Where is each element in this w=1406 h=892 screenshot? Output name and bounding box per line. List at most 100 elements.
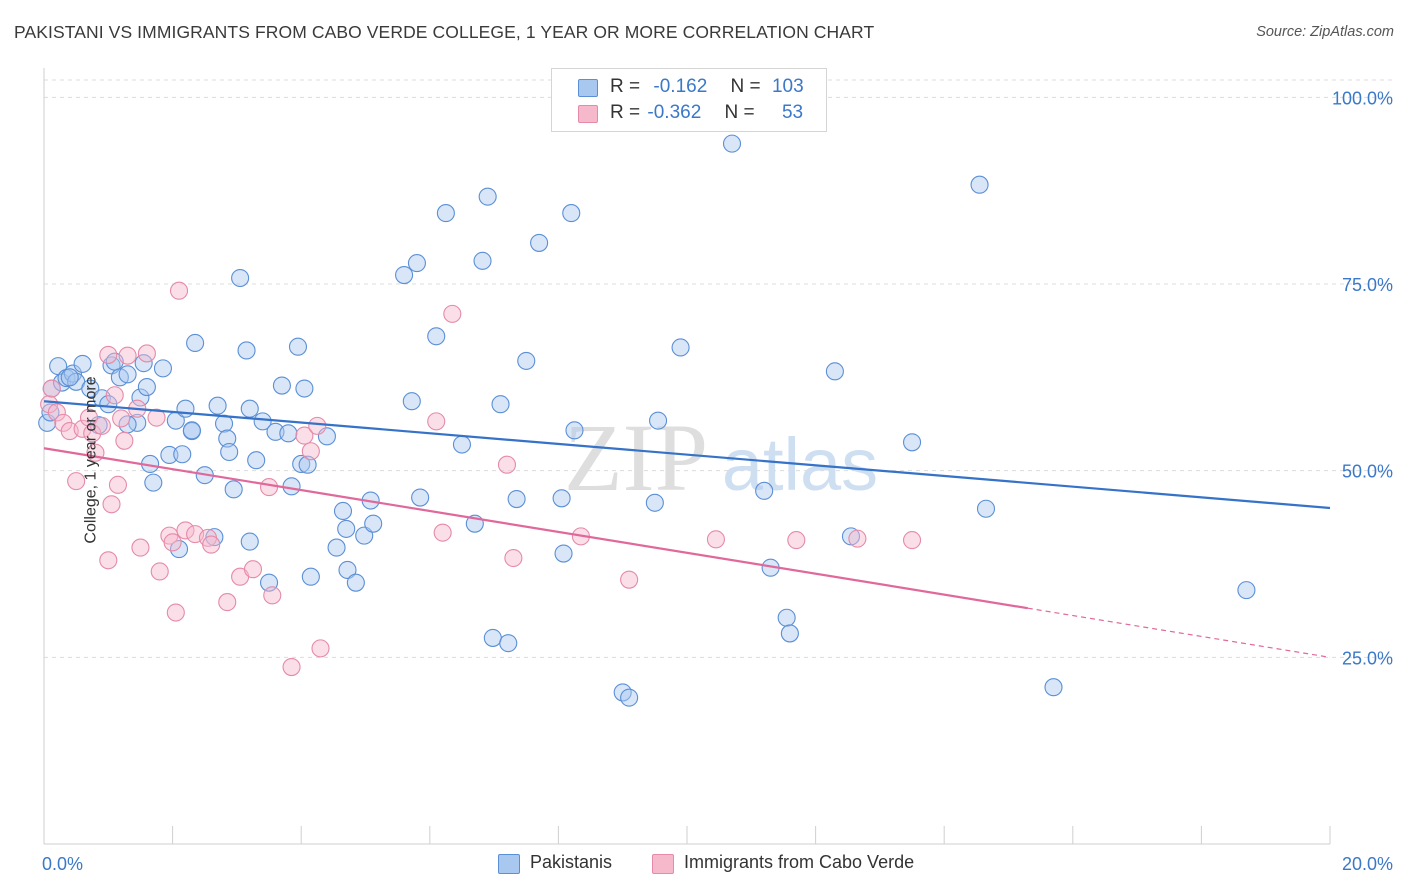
pakistanis-point bbox=[411, 488, 430, 507]
pakistanis-point bbox=[240, 399, 259, 418]
pakistanis-point bbox=[118, 365, 137, 384]
pakistanis-point bbox=[301, 567, 320, 586]
y-tick-label: 75.0% bbox=[1342, 275, 1393, 295]
pakistanis-point bbox=[755, 481, 774, 500]
pakistanis-point bbox=[407, 254, 426, 273]
pakistanis-point bbox=[288, 337, 308, 356]
pakistanis-point bbox=[777, 608, 796, 627]
cabo-verde-point bbox=[169, 281, 189, 300]
cabo-verde-point bbox=[295, 426, 314, 445]
pakistanis-point bbox=[337, 519, 356, 538]
x-tick-label: 0.0% bbox=[42, 854, 83, 874]
cabo-verde-point bbox=[163, 533, 182, 552]
legend-swatch-blue bbox=[578, 79, 598, 97]
cabo-verde-point bbox=[176, 521, 195, 540]
cabo-verde-point bbox=[99, 551, 118, 570]
pakistanis-point bbox=[395, 265, 414, 285]
cabo-verde-point bbox=[79, 408, 99, 427]
pakistanis-point bbox=[153, 359, 173, 378]
pakistanis-point bbox=[131, 388, 150, 407]
cabo-verde-point bbox=[83, 424, 102, 443]
legend-swatch-pink bbox=[652, 854, 674, 874]
x-tick-label: 20.0% bbox=[1342, 854, 1393, 874]
trend-lines bbox=[43, 400, 1331, 658]
cabo-verde-point bbox=[202, 535, 221, 554]
pakistanis-point bbox=[671, 338, 690, 357]
pakistanis-point bbox=[552, 489, 571, 508]
cabo-verde-point bbox=[259, 478, 279, 497]
legend-n-label: N = bbox=[724, 102, 755, 123]
pakistanis-point bbox=[722, 134, 742, 153]
pakistanis-point bbox=[218, 429, 237, 448]
axes bbox=[43, 68, 1331, 845]
legend-swatch-pink bbox=[578, 105, 598, 123]
pakistanis-point bbox=[402, 392, 421, 411]
pakistanis-point bbox=[645, 493, 664, 512]
pakistanis-point bbox=[73, 354, 92, 373]
cabo-verde-point bbox=[73, 419, 92, 438]
pakistanis-point bbox=[253, 412, 272, 431]
legend-n-value: 103 bbox=[771, 76, 804, 97]
cabo-verde-point bbox=[504, 548, 523, 568]
legend-swatch-blue bbox=[498, 854, 520, 874]
pakistanis-point bbox=[970, 175, 989, 194]
pakistanis-point bbox=[292, 454, 311, 473]
pakistanis-point bbox=[272, 376, 291, 395]
cabo-verde-point bbox=[67, 472, 86, 491]
bottom-legend: Pakistanis Immigrants from Cabo Verde bbox=[0, 852, 1406, 878]
cabo-verde-point bbox=[902, 531, 922, 550]
pakistanis-point bbox=[144, 473, 163, 492]
y-tick-label: 100.0% bbox=[1332, 88, 1393, 108]
legend-r-value: -0.162 bbox=[653, 76, 708, 97]
pakistanis-point bbox=[333, 501, 353, 521]
cabo-verde-point bbox=[47, 403, 66, 422]
pakistanis-point bbox=[182, 421, 201, 440]
cabo-verde-point bbox=[131, 538, 150, 557]
y-tick-label: 25.0% bbox=[1342, 648, 1393, 668]
pakistanis-point bbox=[473, 251, 492, 270]
pakistanis-point bbox=[499, 634, 518, 653]
chart-title: PAKISTANI VS IMMIGRANTS FROM CABO VERDE … bbox=[14, 22, 875, 42]
pakistanis-point bbox=[298, 455, 317, 474]
pakistanis-point bbox=[247, 451, 266, 470]
pakistanis-point bbox=[346, 573, 365, 592]
legend-n-value: 53 bbox=[781, 102, 804, 123]
cabo-verde-point bbox=[620, 570, 639, 589]
pakistanis-point bbox=[491, 395, 510, 414]
pakistanis-point bbox=[220, 442, 239, 462]
y-axis-label: College, 1 year or more bbox=[82, 376, 100, 544]
pakistanis-point bbox=[60, 368, 79, 387]
pakistanis-point bbox=[1237, 581, 1256, 600]
cabo-verde-point bbox=[115, 431, 134, 450]
cabo-verde-point bbox=[112, 409, 131, 428]
pakistanis-point bbox=[478, 187, 497, 206]
pakistanis-point bbox=[825, 362, 844, 381]
cabo-verde-points bbox=[40, 281, 922, 677]
pakistanis-point bbox=[327, 538, 346, 557]
pakistanis-point bbox=[565, 421, 584, 440]
watermark-zip: ZIP bbox=[564, 404, 708, 511]
pakistanis-point bbox=[507, 489, 526, 509]
pakistanis-points bbox=[38, 134, 1256, 707]
legend-r-label: R = bbox=[610, 76, 641, 97]
cabo-verde-point bbox=[282, 657, 301, 677]
cabo-verde-point bbox=[147, 408, 166, 427]
cabo-verde-point bbox=[108, 475, 127, 494]
cabo-verde-point bbox=[427, 412, 446, 431]
pakistanis-point bbox=[364, 514, 383, 533]
cabo-verde-point bbox=[263, 586, 282, 605]
pakistanis-point bbox=[452, 435, 472, 454]
cabo-verde-trend-line bbox=[43, 447, 1028, 610]
pakistanis-point bbox=[436, 204, 455, 223]
pakistanis-trend-line bbox=[43, 400, 1331, 510]
pakistanis-point bbox=[427, 327, 446, 346]
pakistanis-point bbox=[240, 532, 259, 551]
pakistanis-point bbox=[176, 399, 195, 418]
cabo-verde-point bbox=[105, 386, 124, 405]
pakistanis-point bbox=[137, 377, 156, 397]
pakistanis-point bbox=[562, 204, 581, 223]
cabo-verde-point bbox=[848, 529, 867, 548]
pakistanis-point bbox=[186, 333, 205, 353]
cabo-verde-point bbox=[137, 344, 156, 363]
pakistanis-point bbox=[169, 540, 189, 559]
